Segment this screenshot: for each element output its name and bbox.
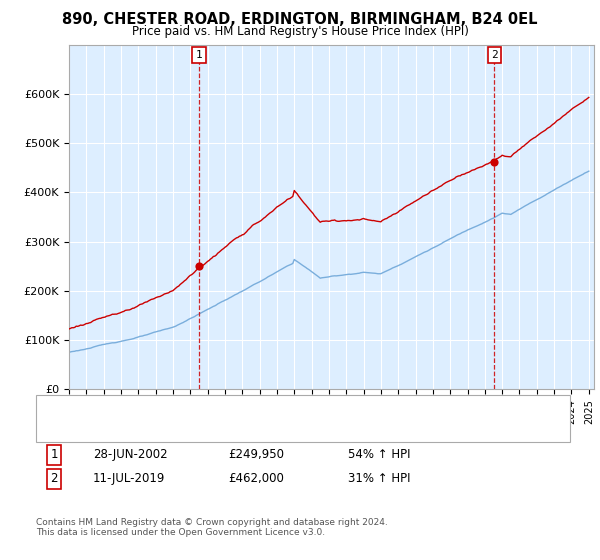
Point (490, 157, 499, 166)
Point (194, 262, 204, 270)
Text: 890, CHESTER ROAD, ERDINGTON, BIRMINGHAM, B24 0EL: 890, CHESTER ROAD, ERDINGTON, BIRMINGHAM… (62, 12, 538, 27)
Text: 54% ↑ HPI: 54% ↑ HPI (348, 448, 410, 461)
Text: HPI: Average price, detached house, Birmingham: HPI: Average price, detached house, Birm… (81, 425, 338, 435)
Text: 890, CHESTER ROAD, ERDINGTON, BIRMINGHAM, B24 0EL (detached house): 890, CHESTER ROAD, ERDINGTON, BIRMINGHAM… (81, 402, 478, 412)
Text: —: — (54, 423, 70, 437)
Text: £249,950: £249,950 (228, 448, 284, 461)
Text: 1: 1 (196, 50, 202, 60)
Text: Price paid vs. HM Land Registry's House Price Index (HPI): Price paid vs. HM Land Registry's House … (131, 25, 469, 38)
Text: 2: 2 (491, 50, 498, 60)
Text: 1: 1 (50, 448, 58, 461)
Text: —: — (54, 400, 70, 414)
Text: 2: 2 (50, 472, 58, 486)
Text: 28-JUN-2002: 28-JUN-2002 (93, 448, 167, 461)
Text: £462,000: £462,000 (228, 472, 284, 486)
Text: Contains HM Land Registry data © Crown copyright and database right 2024.
This d: Contains HM Land Registry data © Crown c… (36, 518, 388, 538)
Text: 11-JUL-2019: 11-JUL-2019 (93, 472, 166, 486)
Text: 31% ↑ HPI: 31% ↑ HPI (348, 472, 410, 486)
